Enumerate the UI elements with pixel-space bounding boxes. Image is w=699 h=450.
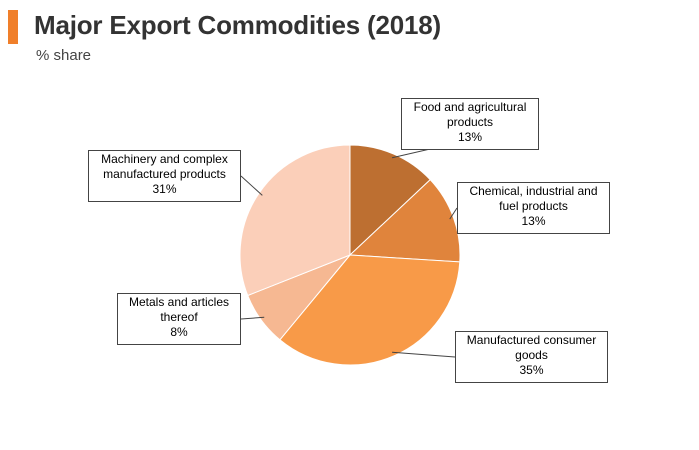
slice-percent: 13%: [457, 130, 483, 144]
pie-slice: [348, 178, 461, 263]
slice-label-text: Chemical, industrial and: [469, 184, 598, 198]
slice-label-text: Metals and articles: [128, 295, 230, 309]
slice-label-text: manufactured products: [103, 167, 226, 181]
slice-label: Chemical, industrial and fuel products 13%: [457, 182, 610, 234]
slice-label-text: products: [446, 115, 494, 129]
title-accent-bar: [8, 10, 18, 44]
pie-slices: [239, 144, 461, 366]
slice-label-text: thereof: [160, 310, 198, 324]
slice-percent: 31%: [152, 182, 177, 196]
slice-percent: 8%: [170, 325, 188, 339]
leader-line: [449, 207, 458, 220]
slice-label: Metals and articles thereof 8%: [117, 293, 241, 345]
pie-slice: [279, 254, 461, 366]
slice-percent: 13%: [521, 214, 546, 228]
slice-label-text: Food and agricultural: [413, 100, 527, 114]
slice-label-text: goods: [515, 348, 548, 362]
leader-line: [240, 175, 263, 196]
chart-subtitle: % share: [36, 47, 92, 64]
slice-label-text: fuel products: [499, 199, 568, 213]
pie-slice: [239, 144, 351, 297]
pie-slice: [349, 144, 431, 257]
slice-label-text: Machinery and complex: [101, 152, 228, 166]
chart-title: Major Export Commodities (2018): [34, 10, 441, 40]
slice-label: Manufactured consumer goods 35%: [455, 331, 608, 383]
slice-label: Machinery and complex manufactured produc…: [88, 150, 241, 202]
slice-label-text: Manufactured consumer: [466, 333, 597, 347]
slice-percent: 35%: [519, 363, 544, 377]
leader-line: [392, 351, 456, 358]
slice-label: Food and agricultural products 13%: [401, 98, 539, 150]
leader-line: [240, 316, 265, 320]
